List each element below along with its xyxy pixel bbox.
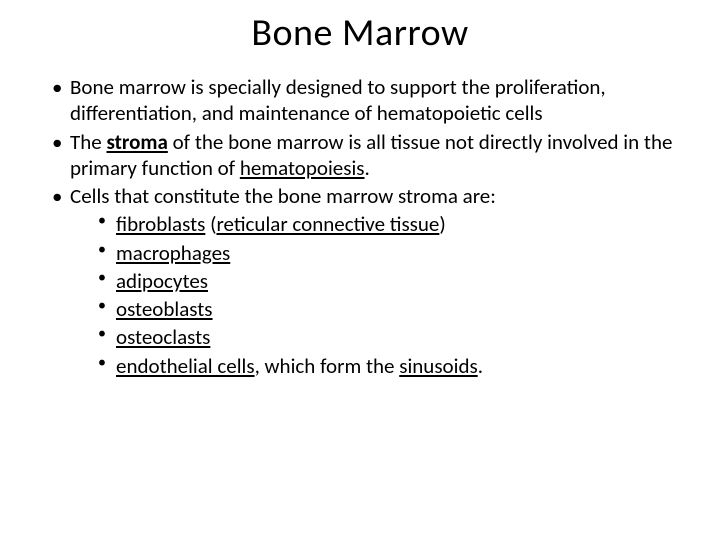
- sub-item-endothelial: endothelial cells, which form the sinuso…: [98, 353, 690, 379]
- fibroblasts-term: fibroblasts: [116, 211, 205, 237]
- bullet-3-text: Cells that constitute the bone marrow st…: [70, 183, 496, 209]
- slide-title: Bone Marrow: [30, 10, 690, 56]
- sub-bullet-list: fibroblasts (reticular connective tissue…: [70, 211, 690, 379]
- sub-6-text-b: , which form the: [255, 353, 400, 379]
- slide-container: Bone Marrow Bone marrow is specially des…: [0, 0, 720, 540]
- sub-1-text-d: ): [439, 211, 445, 237]
- bullet-2-text-a: The: [70, 129, 106, 155]
- adipocytes-term: adipocytes: [116, 268, 208, 294]
- sub-1-text-b: (: [205, 211, 216, 237]
- osteoclasts-term: osteoclasts: [116, 324, 210, 350]
- sub-item-osteoblasts: osteoblasts: [98, 296, 690, 322]
- bullet-item-2: The stroma of the bone marrow is all tis…: [52, 129, 690, 182]
- sub-item-fibroblasts: fibroblasts (reticular connective tissue…: [98, 211, 690, 237]
- bullet-2-text-c: .: [364, 155, 369, 181]
- reticular-term: reticular connective tissue: [216, 211, 439, 237]
- osteoblasts-term: osteoblasts: [116, 296, 213, 322]
- sub-item-osteoclasts: osteoclasts: [98, 324, 690, 350]
- sub-item-adipocytes: adipocytes: [98, 268, 690, 294]
- sub-6-text-d: .: [478, 353, 483, 379]
- macrophages-term: macrophages: [116, 240, 230, 266]
- hematopoiesis-term: hematopoiesis: [240, 155, 365, 181]
- sub-item-macrophages: macrophages: [98, 240, 690, 266]
- stroma-term: stroma: [106, 129, 167, 155]
- endothelial-term: endothelial cells: [116, 353, 255, 379]
- main-bullet-list: Bone marrow is specially designed to sup…: [30, 74, 690, 379]
- bullet-1-text: Bone marrow is specially designed to sup…: [70, 74, 606, 126]
- bullet-item-1: Bone marrow is specially designed to sup…: [52, 74, 690, 127]
- bullet-item-3: Cells that constitute the bone marrow st…: [52, 183, 690, 379]
- sinusoids-term: sinusoids: [399, 353, 477, 379]
